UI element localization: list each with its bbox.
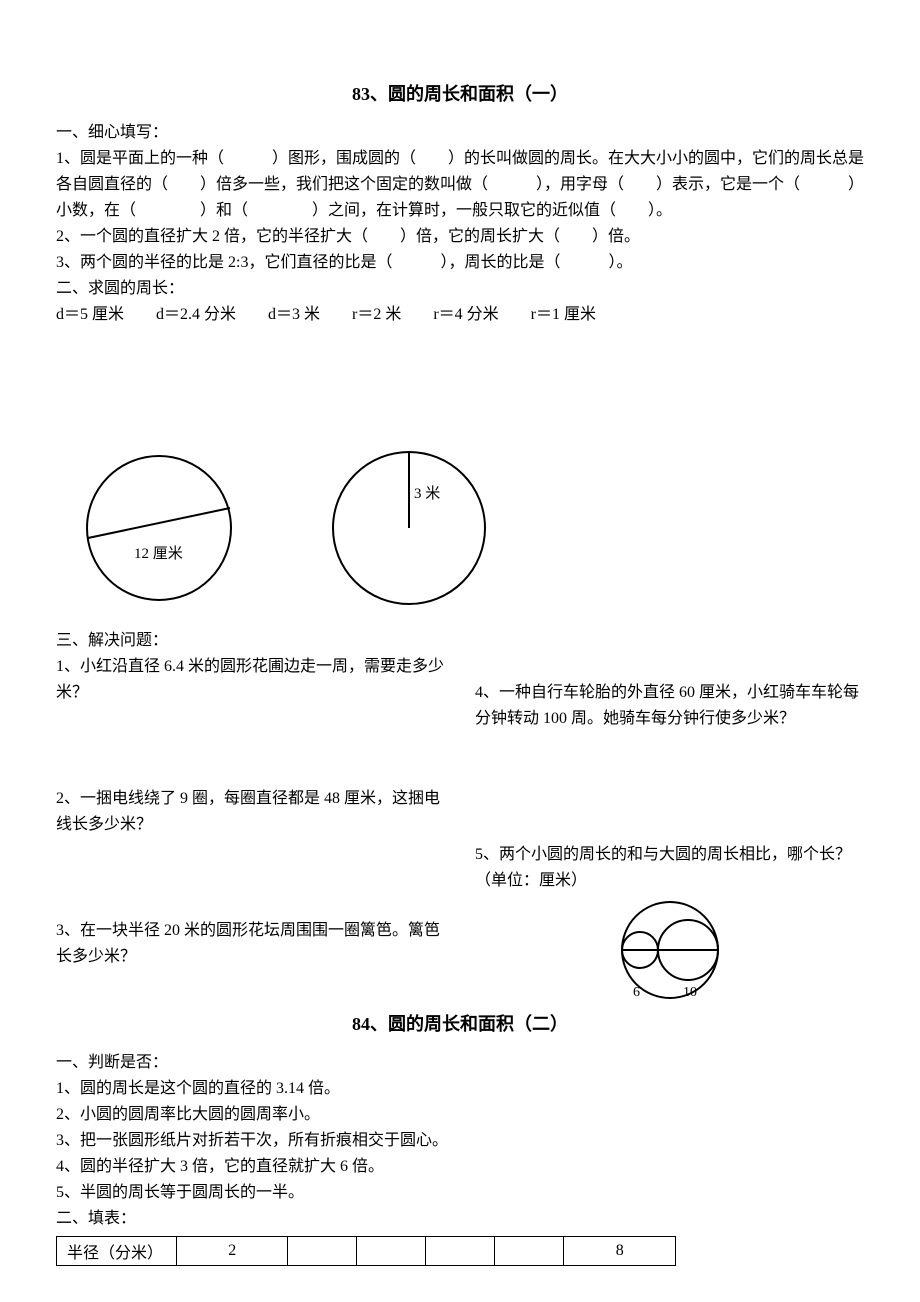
table-row-label: 半径（分米）	[57, 1237, 177, 1266]
section1-q1: 1、圆是平面上的一种（ ）图形，围成圆的（ ）的长叫做圆的周长。在大大小小的圆中…	[56, 146, 864, 224]
radius-table: 半径（分米） 2 8	[56, 1236, 676, 1266]
section1-q2: 2、一个圆的直径扩大 2 倍，它的半径扩大（ ）倍，它的周长扩大（ ）倍。	[56, 224, 864, 250]
section2-heading: 二、求圆的周长：	[56, 276, 864, 302]
circle-diagram-1: 12 厘米	[64, 438, 254, 618]
section1-q3: 3、两个圆的半径的比是 2:3，它们直径的比是（ ），周长的比是（ ）。	[56, 250, 864, 276]
section3-q5: 5、两个小圆的周长的和与大圆的周长相比，哪个长？（单位：厘米）	[475, 842, 864, 894]
circle-diagrams: 12 厘米 3 米	[56, 438, 864, 618]
section84-1-heading: 一、判断是否：	[56, 1050, 864, 1076]
q5-diagram: 6 10	[475, 900, 864, 1010]
section84-1-q4: 4、圆的半径扩大 3 倍，它的直径就扩大 6 倍。	[56, 1154, 864, 1180]
table-cell	[357, 1237, 426, 1266]
table-cell: 2	[177, 1237, 288, 1266]
section84-1-q3: 3、把一张圆形纸片对折若干次，所有折痕相交于圆心。	[56, 1128, 864, 1154]
q5-label-a: 6	[633, 985, 640, 1000]
section3-q1: 1、小红沿直径 6.4 米的圆形花圃边走一周，需要走多少米？	[56, 654, 445, 706]
section3-q2: 2、一捆电线绕了 9 圈，每圈直径都是 48 厘米，这捆电线长多少米？	[56, 786, 445, 838]
table-cell: 8	[564, 1237, 676, 1266]
section84-2-heading: 二、填表：	[56, 1206, 864, 1232]
diag2-label: 3 米	[414, 485, 440, 502]
section2-items: d＝5 厘米 d＝2.4 分米 d＝3 米 r＝2 米 r＝4 分米 r＝1 厘…	[56, 302, 864, 328]
title-84: 84、圆的周长和面积（二）	[56, 1010, 864, 1036]
diag1-label: 12 厘米	[134, 545, 183, 562]
table-cell	[288, 1237, 357, 1266]
table-cell	[495, 1237, 564, 1266]
circle-diagram-2: 3 米	[314, 438, 504, 618]
q5-label-b: 10	[683, 985, 697, 1000]
table-row: 半径（分米） 2 8	[57, 1237, 676, 1266]
section3-heading: 三、解决问题：	[56, 628, 864, 654]
section84-1-q5: 5、半圆的周长等于圆周长的一半。	[56, 1180, 864, 1206]
section3-q4: 4、一种自行车轮胎的外直径 60 厘米，小红骑车车轮每分钟转动 100 周。她骑…	[475, 680, 864, 732]
title-83: 83、圆的周长和面积（一）	[56, 80, 864, 106]
section84-1-q2: 2、小圆的圆周率比大圆的圆周率小。	[56, 1102, 864, 1128]
section84-1-q1: 1、圆的周长是这个圆的直径的 3.14 倍。	[56, 1076, 864, 1102]
table-cell	[426, 1237, 495, 1266]
section1-heading: 一、细心填写：	[56, 120, 864, 146]
section3-q3: 3、在一块半径 20 米的圆形花坛周围围一圈篱笆。篱笆长多少米？	[56, 918, 445, 970]
